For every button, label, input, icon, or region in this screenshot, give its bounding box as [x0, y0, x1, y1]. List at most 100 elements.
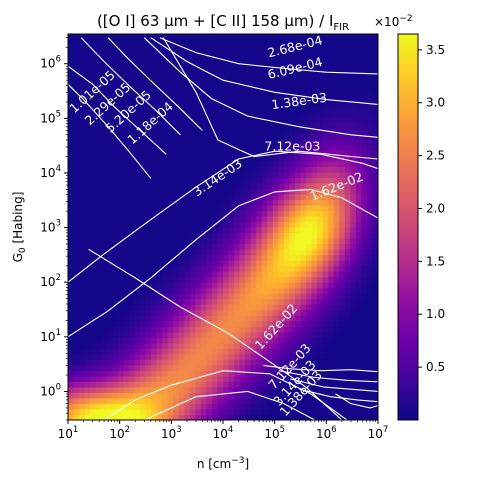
heatmap-cell — [250, 243, 257, 250]
heatmap-cell — [101, 320, 108, 327]
heatmap-cell — [355, 122, 362, 129]
heatmap-cell — [189, 276, 196, 283]
heatmap-cell — [366, 83, 374, 90]
heatmap-cell — [289, 249, 296, 256]
heatmap-cell — [317, 386, 324, 394]
heatmap-cell — [250, 127, 257, 134]
heatmap-cell — [123, 287, 130, 294]
heatmap-cell — [239, 370, 246, 377]
heatmap-cell — [317, 105, 324, 112]
heatmap-cell — [178, 326, 185, 333]
heatmap-cell — [306, 177, 313, 184]
heatmap-cell — [73, 144, 80, 151]
heatmap-cell — [117, 94, 124, 101]
heatmap-cell — [239, 238, 246, 245]
heatmap-cell — [272, 215, 279, 223]
heatmap-cell — [245, 210, 252, 217]
heatmap-cell — [117, 215, 124, 223]
heatmap-cell — [95, 364, 102, 371]
heatmap-cell — [289, 276, 296, 283]
heatmap-cell — [294, 320, 302, 327]
contour-lines — [68, 37, 378, 420]
heatmap-cell — [228, 100, 235, 107]
heatmap-cell — [162, 78, 169, 85]
colorbar-ticks: 0.51.01.52.02.53.03.5 — [418, 43, 445, 374]
heatmap-cell — [366, 89, 374, 96]
heatmap-cell — [311, 155, 318, 162]
heatmap-cell — [267, 45, 274, 52]
heatmap-cell — [289, 50, 296, 57]
heatmap-cell — [333, 326, 340, 333]
heatmap-cell — [211, 61, 219, 68]
heatmap-cell — [211, 89, 219, 96]
heatmap-cell — [156, 276, 163, 283]
heatmap-cell — [372, 254, 378, 261]
heatmap-cell — [189, 348, 196, 355]
heatmap-cell — [217, 375, 224, 382]
heatmap-cell — [106, 45, 113, 52]
heatmap-cell — [311, 326, 318, 333]
heatmap-cell — [112, 50, 119, 57]
heatmap-cell — [261, 72, 268, 79]
heatmap-cell — [167, 204, 174, 212]
heatmap-cell — [294, 238, 302, 245]
heatmap-cell — [328, 210, 335, 217]
heatmap-cell — [355, 243, 362, 250]
heatmap-cell — [95, 72, 102, 79]
heatmap-cell — [189, 215, 196, 223]
heatmap-cell — [306, 127, 313, 134]
heatmap-cell — [256, 149, 263, 156]
heatmap-cell — [306, 188, 313, 195]
heatmap-cell — [245, 160, 252, 167]
heatmap-cell — [184, 105, 191, 112]
heatmap-cell — [117, 204, 124, 212]
heatmap-cell — [339, 375, 346, 382]
heatmap-cell — [90, 188, 97, 195]
heatmap-cell — [289, 293, 296, 300]
heatmap-cell — [283, 403, 291, 410]
heatmap-cell — [173, 155, 180, 162]
heatmap-cell — [101, 133, 108, 140]
heatmap-cell — [123, 337, 130, 344]
heatmap-cell — [250, 315, 257, 322]
heatmap-cell — [355, 67, 362, 74]
heatmap-cell — [145, 138, 152, 145]
heatmap-cell — [128, 282, 136, 289]
heatmap-cell — [250, 89, 257, 96]
heatmap-cell — [95, 359, 102, 366]
heatmap-cell — [317, 392, 324, 399]
heatmap-cell — [139, 254, 147, 261]
heatmap-cell — [156, 392, 163, 399]
heatmap-cell — [101, 408, 108, 416]
heatmap-cell — [90, 122, 97, 129]
heatmap-cell — [101, 298, 108, 305]
heatmap-cell — [300, 166, 307, 173]
heatmap-cell — [123, 133, 130, 140]
heatmap-cell — [311, 83, 318, 90]
heatmap-cell — [112, 155, 119, 162]
heatmap-cell — [195, 155, 202, 162]
heatmap-cell — [361, 282, 368, 289]
heatmap-cell — [228, 232, 235, 239]
heatmap-cell — [139, 232, 147, 239]
heatmap-cell — [344, 315, 351, 322]
heatmap-cell — [311, 171, 318, 178]
heatmap-cell — [139, 83, 147, 90]
heatmap-cell — [333, 337, 340, 344]
heatmap-cell — [200, 232, 207, 239]
heatmap-cell — [239, 408, 246, 416]
heatmap-cell — [228, 45, 235, 52]
heatmap-cell — [355, 320, 362, 327]
heatmap-cell — [167, 315, 174, 322]
heatmap-cell — [178, 182, 185, 189]
heatmap-cell — [355, 193, 362, 201]
heatmap-cell — [101, 331, 108, 338]
heatmap-cell — [101, 204, 108, 212]
heatmap-cell — [328, 160, 335, 167]
heatmap-cell — [95, 304, 102, 311]
heatmap-cell — [195, 149, 202, 156]
heatmap-cell — [234, 67, 241, 74]
heatmap-cell — [68, 370, 75, 377]
heatmap-cell — [322, 304, 329, 311]
heatmap-cell — [361, 116, 368, 123]
